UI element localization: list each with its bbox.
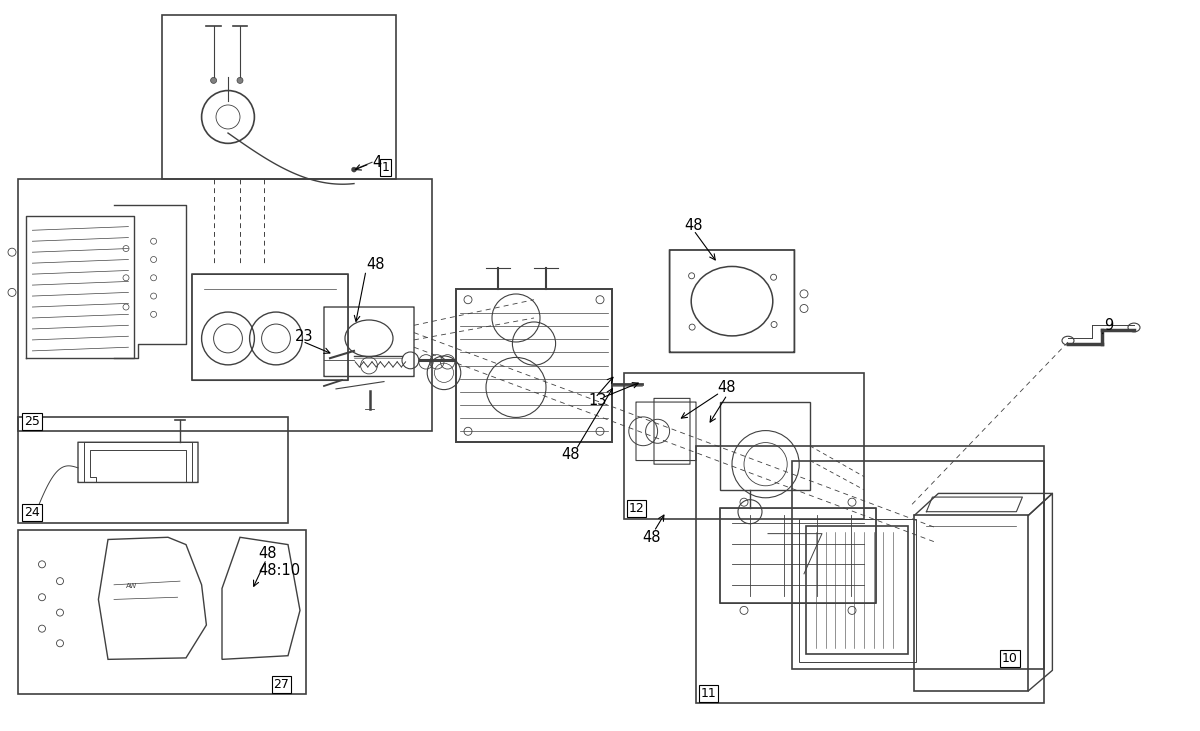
Text: 48: 48 bbox=[562, 447, 580, 462]
Text: 48: 48 bbox=[258, 546, 276, 561]
Text: 27: 27 bbox=[274, 678, 289, 691]
Text: 23: 23 bbox=[295, 329, 313, 344]
Text: 9: 9 bbox=[1104, 318, 1114, 333]
Text: 4: 4 bbox=[372, 155, 382, 170]
Bar bbox=[696, 446, 1044, 703]
Bar bbox=[624, 373, 864, 519]
Bar bbox=[456, 289, 612, 442]
Bar bbox=[720, 402, 810, 490]
Bar bbox=[806, 526, 908, 654]
Text: 24: 24 bbox=[24, 506, 40, 519]
Bar bbox=[18, 417, 288, 523]
Text: 48: 48 bbox=[366, 257, 384, 272]
Text: 12: 12 bbox=[629, 502, 644, 515]
Circle shape bbox=[238, 77, 242, 83]
Text: 25: 25 bbox=[24, 414, 40, 428]
Text: 48: 48 bbox=[642, 530, 660, 545]
Bar bbox=[162, 15, 396, 179]
Text: 1: 1 bbox=[382, 161, 390, 174]
Text: 13: 13 bbox=[588, 393, 606, 408]
Bar bbox=[792, 461, 1044, 669]
Text: 48: 48 bbox=[718, 380, 736, 395]
Bar bbox=[799, 519, 916, 662]
Text: AW: AW bbox=[126, 583, 138, 589]
Bar bbox=[18, 179, 432, 431]
Circle shape bbox=[352, 167, 356, 172]
Circle shape bbox=[211, 77, 216, 83]
Text: 11: 11 bbox=[701, 687, 716, 700]
Text: 48:10: 48:10 bbox=[258, 563, 300, 577]
Bar bbox=[18, 530, 306, 694]
Text: 48: 48 bbox=[684, 218, 702, 232]
Bar bbox=[914, 515, 1028, 691]
Text: 10: 10 bbox=[1002, 652, 1018, 665]
